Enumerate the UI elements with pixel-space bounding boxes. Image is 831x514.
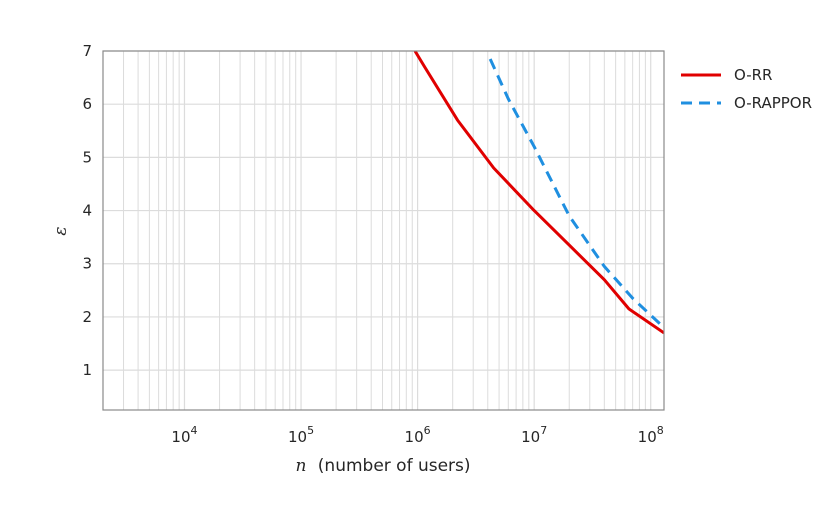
y-tick-labels: 1 2 3 4 5 6 7 [82,42,92,379]
y-tick-label: 4 [82,202,92,220]
series-layer [413,51,664,335]
y-tick-label: 3 [82,255,92,273]
x-tick-labels: 104 105 106 107 108 [171,424,663,446]
x-axis-symbol: n [295,456,306,476]
x-tick-label: 104 [171,424,197,446]
x-tick-label: 107 [521,424,547,446]
y-axis-label: ε [51,226,71,235]
x-axis-text: (number of users) [318,456,471,476]
grid [102,50,664,410]
series-line-1 [488,58,664,329]
y-tick-label: 1 [82,361,92,379]
x-tick-label: 106 [405,424,431,446]
x-tick-label: 108 [638,424,664,446]
y-tick-label: 5 [82,148,92,166]
x-tick-label: 105 [288,424,314,446]
series-line-0 [413,51,664,335]
legend-label-1: O-RAPPOR [734,94,812,112]
y-tick-label: 6 [82,95,92,113]
legend-label-0: O-RR [734,66,772,84]
y-tick-label: 2 [82,308,92,326]
legend: O-RR O-RAPPOR [681,66,812,112]
y-tick-label: 7 [82,42,92,60]
series-group [413,51,664,335]
x-axis-label: n (number of users) [295,456,470,476]
plot-frame [102,50,665,411]
